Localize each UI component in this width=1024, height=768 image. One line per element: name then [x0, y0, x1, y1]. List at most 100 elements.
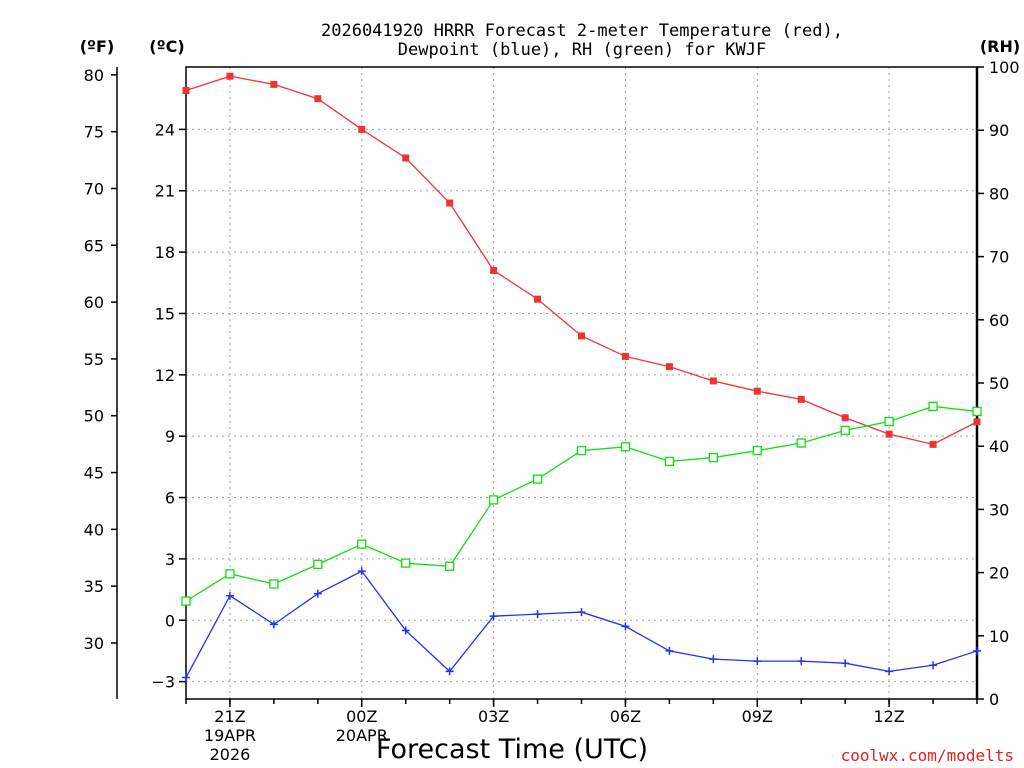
data-point — [665, 646, 674, 655]
data-point — [532, 474, 543, 484]
data-point — [796, 438, 806, 448]
rh-tick-label: 60 — [989, 311, 1009, 330]
celsius-tick-label: 24 — [155, 120, 175, 139]
data-point — [665, 363, 673, 371]
data-point — [445, 667, 454, 676]
data-point — [840, 425, 850, 436]
data-point — [621, 622, 630, 631]
x-tick-label: 00Z — [346, 707, 377, 726]
series-rh — [181, 401, 982, 606]
data-point — [182, 87, 190, 95]
data-point — [358, 125, 366, 133]
data-point — [270, 80, 278, 88]
data-point — [708, 452, 718, 463]
celsius-tick-label: 21 — [155, 182, 175, 201]
fahrenheit-unit-label: (ºF) — [80, 37, 115, 56]
data-point — [489, 612, 498, 621]
series-dewpoint — [182, 567, 981, 682]
data-point — [885, 667, 894, 676]
data-point — [841, 659, 850, 668]
fahrenheit-tick-label: 40 — [84, 520, 104, 539]
fahrenheit-tick-label: 35 — [84, 577, 104, 596]
data-point — [620, 442, 631, 452]
data-point — [401, 558, 411, 568]
fahrenheit-tick-label: 45 — [84, 464, 104, 483]
rh-tick-label: 100 — [989, 58, 1020, 77]
data-point — [488, 495, 499, 505]
rh-tick-label: 0 — [989, 690, 999, 709]
x-tick-label: 03Z — [478, 707, 509, 726]
data-point — [973, 418, 981, 426]
data-point — [534, 295, 542, 303]
x-tick-date-label: 19APR — [204, 726, 256, 745]
fahrenheit-tick-label: 60 — [84, 293, 104, 312]
celsius-tick-label: 3 — [165, 550, 175, 569]
celsius-tick-label: 6 — [165, 489, 175, 508]
data-point — [181, 596, 191, 606]
data-point — [182, 673, 190, 682]
rh-unit-label: (RH) — [980, 37, 1020, 56]
grid-lines — [186, 67, 977, 699]
data-point — [357, 567, 366, 576]
data-point — [533, 610, 542, 619]
data-point — [490, 267, 498, 275]
data-point — [752, 445, 762, 456]
data-point — [972, 406, 982, 417]
series-line — [185, 570, 978, 678]
series-line — [185, 75, 978, 446]
series-line — [185, 405, 978, 602]
data-point — [578, 332, 585, 340]
data-point — [313, 589, 322, 598]
celsius-tick-label: −3 — [151, 673, 175, 692]
data-point — [928, 401, 938, 412]
celsius-unit-label: (ºC) — [149, 37, 184, 56]
data-point — [269, 620, 278, 629]
rh-tick-label: 10 — [989, 627, 1009, 646]
data-point — [445, 561, 455, 571]
data-point — [709, 655, 718, 664]
data-point — [884, 416, 894, 427]
chart-title-line2: Dewpoint (blue), RH (green) for KWJF — [398, 40, 766, 60]
celsius-tick-label: 0 — [165, 611, 175, 630]
x-tick-date-label: 20APR — [336, 726, 388, 745]
plot-frame — [185, 66, 978, 700]
data-point — [753, 657, 762, 666]
data-point — [357, 539, 367, 549]
fahrenheit-tick-label: 50 — [84, 407, 104, 426]
rh-tick-label: 90 — [989, 121, 1009, 140]
data-point — [709, 377, 717, 385]
celsius-tick-label: 15 — [155, 304, 175, 323]
credit-label: coolwx.com/modelts — [841, 746, 1014, 765]
x-tick-label: 09Z — [742, 707, 773, 726]
data-point — [929, 440, 937, 448]
data-point — [577, 608, 586, 617]
rh-tick-label: 40 — [989, 437, 1009, 456]
data-point — [226, 72, 234, 80]
data-point — [225, 569, 235, 579]
fahrenheit-tick-label: 80 — [84, 66, 104, 85]
data-point — [402, 154, 410, 162]
data-point — [621, 352, 629, 360]
rh-tick-label: 80 — [989, 184, 1009, 203]
x-tick-label: 12Z — [873, 707, 904, 726]
series-2-meter-temperature — [182, 72, 981, 448]
fahrenheit-tick-label: 75 — [84, 123, 104, 142]
data-point — [841, 414, 849, 422]
data-point — [664, 456, 675, 467]
data-point — [929, 661, 938, 670]
rh-tick-label: 50 — [989, 374, 1009, 393]
rh-tick-label: 30 — [989, 500, 1009, 519]
rh-tick-label: 70 — [989, 248, 1009, 267]
celsius-tick-label: 12 — [155, 366, 175, 385]
data-point — [797, 657, 806, 666]
x-tick-label: 06Z — [610, 707, 641, 726]
fahrenheit-tick-label: 55 — [84, 350, 104, 369]
x-axis-label: Forecast Time (UTC) — [376, 734, 648, 765]
fahrenheit-tick-label: 65 — [84, 236, 104, 255]
data-point — [446, 199, 454, 207]
celsius-tick-label: 9 — [165, 427, 175, 446]
axes-ticks: −3 0 3 6 9 12 15 18 21 24 30 35 40 45 50 55 60 65 70 75 80 0 1… — [84, 58, 1020, 764]
data-point — [401, 626, 410, 635]
fahrenheit-tick-label: 30 — [84, 634, 104, 653]
